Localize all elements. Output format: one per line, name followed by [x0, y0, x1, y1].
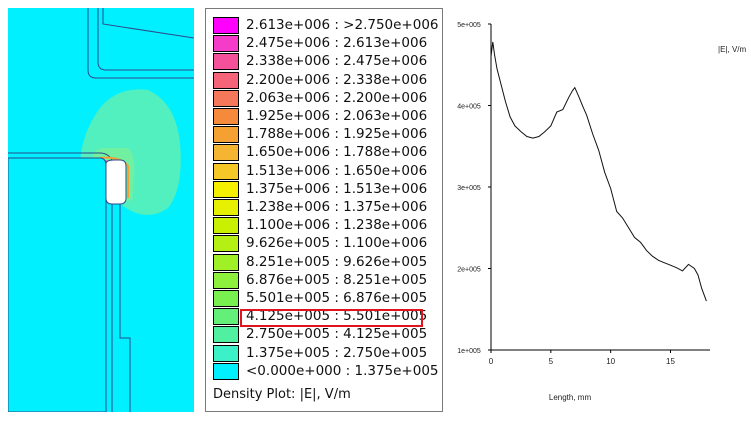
density-legend: 2.613e+006 : >2.750e+006 2.475e+006 : 2.6…	[205, 8, 443, 412]
highlighted-range-box	[240, 309, 423, 327]
legend-range-label: 6.876e+005 : 8.251e+005	[246, 271, 428, 288]
legend-swatch	[213, 271, 239, 289]
legend-range-label: 5.501e+005 : 6.876e+005	[246, 290, 428, 306]
legend-range-label: 1.788e+006 : 1.925e+006	[246, 126, 428, 143]
legend-range-label: 1.925e+006 : 2.063e+006	[246, 108, 428, 124]
legend-range-label: 2.750e+005 : 4.125e+005	[246, 326, 428, 343]
legend-swatch	[213, 199, 239, 216]
legend-range-label: 1.375e+005 : 2.750e+005	[246, 344, 428, 361]
legend-range-label: 1.513e+006 : 1.650e+006	[246, 162, 428, 179]
legend-range-label: 2.613e+006 : >2.750e+006	[246, 17, 439, 33]
legend-caption: Density Plot: |E|, V/m	[213, 387, 351, 402]
legend-swatch	[213, 253, 239, 271]
legend-swatch	[213, 308, 239, 326]
legend-range-label: 2.063e+006 : 2.200e+006	[246, 89, 428, 106]
legend-swatch	[213, 53, 239, 71]
legend-swatch	[213, 235, 239, 253]
legend-swatch	[213, 180, 239, 198]
legend-swatch	[213, 144, 239, 162]
legend-swatch	[213, 290, 239, 307]
legend-range-label: 1.650e+006 : 1.788e+006	[246, 144, 428, 161]
legend-swatch	[213, 108, 239, 125]
slot-gap	[105, 159, 127, 205]
series-line	[490, 41, 707, 302]
x-tick-label: 0	[489, 357, 494, 366]
legend-range-label: 2.200e+006 : 2.338e+006	[246, 71, 428, 88]
legend-range-label: 1.100e+006 : 1.238e+006	[246, 217, 428, 234]
x-tick-label: 15	[666, 357, 675, 366]
legend-swatch	[213, 344, 239, 362]
series-label: |E|, V/m	[718, 45, 746, 54]
x-axis-label: Length, mm	[549, 393, 592, 402]
chart-axes	[490, 24, 710, 351]
geometry-outline-top	[102, 8, 194, 39]
legend-range-label: 9.626e+005 : 1.100e+006	[246, 235, 428, 252]
legend-swatch	[213, 89, 239, 107]
geometry-outline	[87, 8, 194, 79]
x-tick-label: 5	[549, 357, 554, 366]
legend-range-label: 2.338e+006 : 2.475e+006	[246, 53, 428, 70]
field-profile-chart: 1e+005 2e+005 3e+005 4e+005 5e+005 0 5 10 15 |E|…	[457, 22, 746, 402]
field-density-plot	[8, 8, 194, 412]
geometry-outline-inner	[97, 8, 194, 71]
legend-swatch	[213, 362, 239, 380]
legend-swatch	[213, 35, 239, 53]
legend-swatch	[213, 17, 239, 34]
legend-range-label: 8.251e+005 : 9.626e+005	[246, 253, 428, 270]
legend-range-label: <0.000e+000 : 1.375e+005	[246, 362, 439, 379]
conductor-body	[8, 157, 107, 412]
legend-range-label: 2.475e+006 : 2.613e+006	[246, 35, 428, 52]
y-tick-label: 4e+005	[457, 104, 481, 111]
legend-swatch	[213, 326, 239, 344]
lower-step	[119, 204, 131, 412]
legend-swatch	[213, 71, 239, 89]
y-tick-label: 5e+005	[457, 22, 481, 29]
chart-ticks: 1e+005 2e+005 3e+005 4e+005 5e+005 0 5 10 15	[457, 22, 675, 366]
legend-swatch	[213, 217, 239, 235]
y-tick-label: 3e+005	[457, 185, 481, 192]
legend-swatch	[213, 162, 239, 180]
chart-lines	[490, 41, 707, 302]
legend-swatch	[213, 126, 239, 144]
y-tick-label: 1e+005	[457, 348, 481, 355]
legend-range-label: 1.375e+006 : 1.513e+006	[246, 180, 428, 197]
x-tick-label: 10	[606, 357, 615, 366]
legend-range-label: 4.125e+005 : 5.501e+005	[246, 308, 428, 325]
y-tick-label: 2e+005	[457, 267, 481, 274]
legend-range-label: 1.238e+006 : 1.375e+006	[246, 199, 428, 215]
